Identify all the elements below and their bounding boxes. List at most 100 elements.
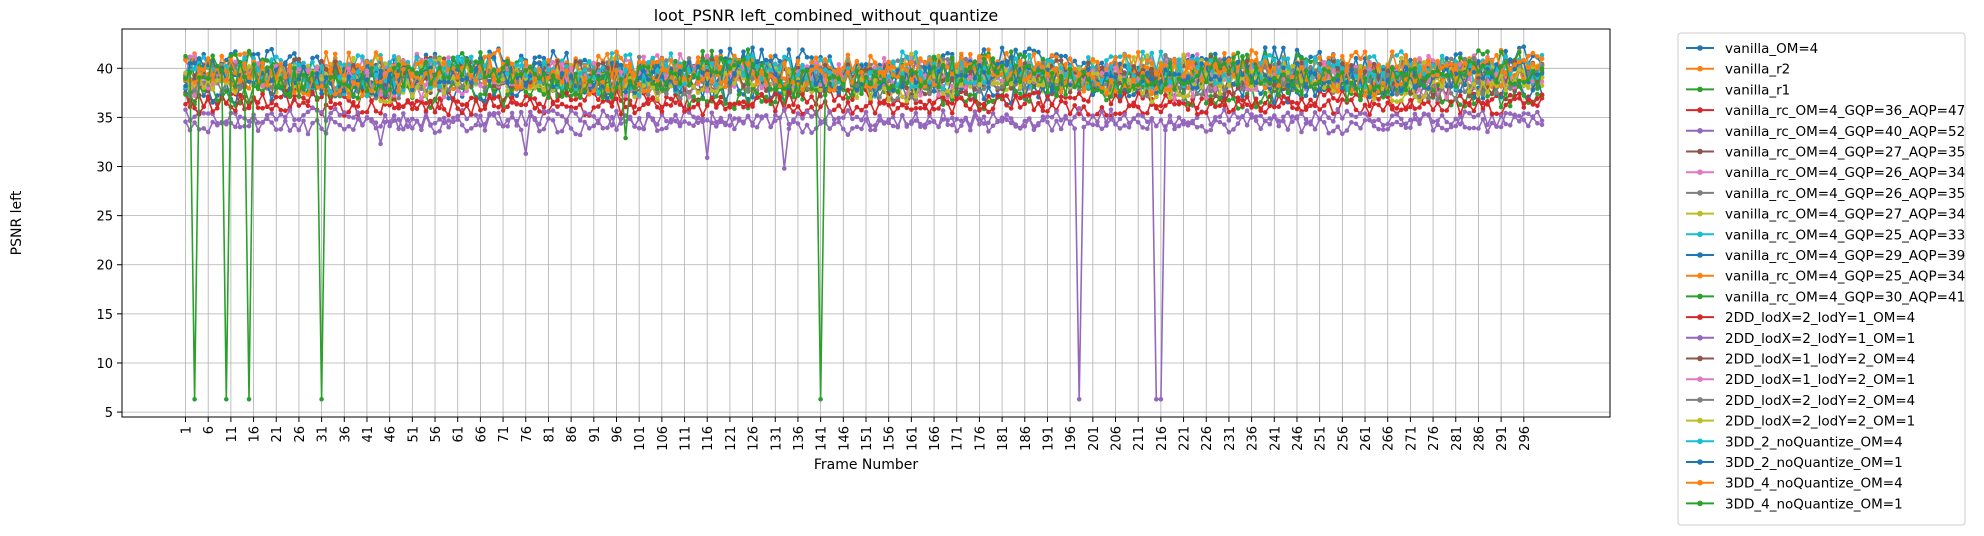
data-point [1149,60,1155,66]
data-point [773,113,778,118]
data-point [455,88,461,93]
data-point [269,107,275,112]
data-point [1371,61,1377,67]
data-point [1530,102,1536,107]
data-point [709,48,715,54]
data-point [478,123,483,128]
data-point [410,101,415,106]
data-point [514,93,519,99]
data-point [328,99,334,105]
data-point [632,110,637,116]
data-point [831,107,837,113]
data-point [963,91,969,96]
data-point [509,110,515,116]
data-point [360,122,365,127]
data-point [1067,121,1073,126]
data-point [346,124,352,129]
data-point [1326,87,1331,93]
data-point [759,116,764,121]
data-point [773,53,778,59]
data-point [981,47,987,52]
data-point [1335,98,1341,103]
data-point [1399,107,1404,113]
data-point [1317,55,1322,60]
data-point [741,120,746,126]
data-point [691,94,696,99]
data-point [1458,122,1463,127]
data-point [1326,115,1331,120]
data-point [800,116,805,121]
data-point [718,49,724,54]
data-point [1331,111,1336,116]
data-point [1076,106,1082,111]
data-point [1349,63,1354,68]
data-point [1517,84,1522,89]
data-point [1217,119,1223,125]
data-point [1507,111,1513,116]
data-point [1281,94,1286,99]
data-point [1113,122,1118,127]
data-point [1222,107,1227,112]
data-point [1299,60,1304,66]
data-point [237,52,243,57]
data-point [296,103,302,108]
data-point [360,54,365,59]
data-point [1027,116,1032,121]
data-point [532,116,538,121]
data-point [1222,122,1227,127]
data-point [1108,101,1114,107]
data-point [1321,120,1327,125]
data-point [677,52,683,57]
data-point [886,59,891,65]
data-point [1258,113,1263,119]
data-point [1199,96,1204,102]
data-point [455,106,461,111]
data-point [759,47,764,53]
data-point [564,104,569,109]
data-point [1467,94,1472,99]
data-point [373,126,379,131]
data-point [1294,47,1300,53]
data-point [841,115,846,120]
data-point [782,107,787,112]
data-point [1185,85,1191,91]
data-point [1376,102,1381,108]
data-point [1290,105,1295,110]
data-point [949,122,955,128]
series-lines [183,44,1545,402]
data-point [1290,119,1295,125]
data-point [1426,53,1431,59]
data-point [410,116,415,122]
data-point [1244,94,1250,100]
data-point [332,101,338,107]
data-point [940,102,946,107]
data-point [1272,104,1277,110]
data-point [1312,126,1318,132]
data-point [1394,119,1400,125]
data-point [791,102,796,108]
data-point [1154,71,1159,76]
data-point [890,123,896,129]
data-point [1095,122,1100,128]
data-point [264,113,270,118]
data-point [614,49,619,55]
data-point [1258,108,1263,113]
data-point [1054,109,1059,114]
data-point [695,60,701,65]
data-point [1027,46,1032,51]
data-point [478,92,483,97]
data-point [972,98,978,104]
data-point [718,56,724,61]
data-point [355,110,361,115]
data-point [754,124,760,130]
data-point [904,55,910,60]
data-point [518,127,524,133]
data-point [1453,62,1459,68]
data-point [391,118,397,123]
data-point [1235,115,1241,120]
data-point [387,123,393,129]
data-point [596,97,601,102]
data-point [927,56,932,62]
data-point [990,123,996,129]
data-point [1036,90,1041,95]
